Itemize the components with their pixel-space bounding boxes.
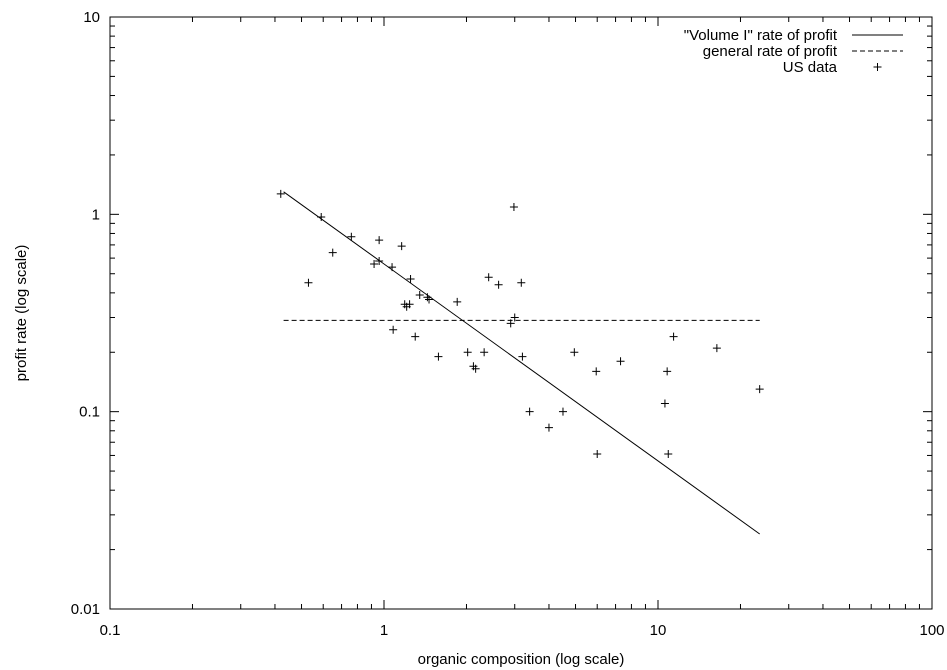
data-point [425,295,434,304]
y-tick-label: 0.01 [71,601,100,618]
y-tick-label: 10 [83,9,100,26]
y-tick-label: 0.1 [79,404,100,421]
x-tick-label: 1 [380,622,388,639]
legend-label: "Volume I" rate of profit [684,27,838,44]
data-point [405,300,414,309]
data-point [397,242,406,251]
data-point [494,280,503,289]
x-tick-label: 100 [919,622,944,639]
data-point [660,399,669,408]
data-point [669,332,678,341]
data-point [434,352,443,361]
data-point [375,236,384,245]
data-point [570,348,579,357]
data-point [463,348,472,357]
x-tick-label: 10 [650,622,667,639]
series-layer [276,189,764,535]
data-point [471,364,480,373]
data-point [755,385,764,394]
data-point [388,263,397,272]
y-tick-label: 1 [92,206,100,223]
data-point [347,232,356,241]
data-point [411,332,420,341]
data-point [328,248,337,257]
data-point [506,319,515,328]
data-point [304,278,313,287]
data-point [406,275,415,284]
data-point [664,450,673,459]
data-point [525,407,534,416]
x-tick-label: 0.1 [100,622,121,639]
data-point [517,278,526,287]
plot-frame [109,16,933,610]
volume-one-rate-line [283,191,760,535]
x-axis-label: organic composition (log scale) [418,651,625,668]
data-point [593,450,602,459]
data-point [616,357,625,366]
data-point [375,257,384,266]
legend-label: US data [783,59,838,76]
data-point [509,202,518,211]
data-point [317,212,326,221]
data-point [415,291,424,300]
data-point [712,344,721,353]
data-point [370,260,379,269]
legend-swatch [873,63,882,71]
data-point [389,325,398,334]
data-point [276,189,285,198]
data-point [423,293,432,302]
data-point [558,407,567,416]
data-point [510,313,519,322]
data-point [480,348,489,357]
legend-label: general rate of profit [703,43,838,60]
data-point [544,423,553,432]
data-point [518,352,527,361]
data-point [484,273,493,282]
data-point [592,367,601,376]
data-point [453,297,462,306]
y-axis-label: profit rate (log scale) [13,245,30,382]
data-point [663,367,672,376]
